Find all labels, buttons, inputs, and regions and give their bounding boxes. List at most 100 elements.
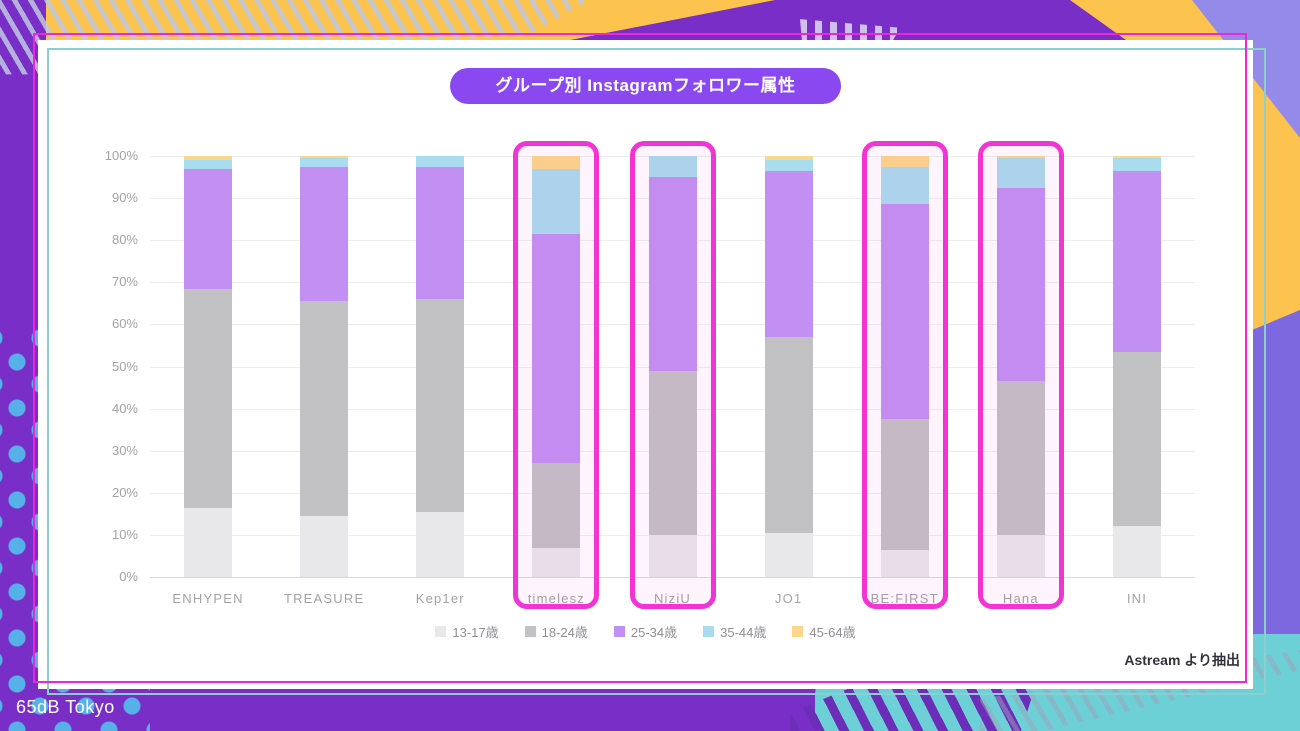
chart-card: グループ別 Instagramフォロワー属性 0% 10% 20% 30% 40% 50%… <box>38 40 1253 689</box>
x-axis-label-NiziU: NiziU <box>653 591 692 606</box>
bar-segment <box>880 549 929 577</box>
bar-Hana <box>996 156 1045 577</box>
legend-item: 25-34歳 <box>613 622 678 641</box>
y-axis-tick-label: 60% <box>111 316 138 332</box>
bar-segment <box>184 156 233 161</box>
bar-segment <box>764 170 813 338</box>
x-axis-label-timelesz: timelesz <box>527 591 586 606</box>
bar-segment <box>880 419 929 550</box>
bar-segment <box>532 463 581 548</box>
brand-label: 65dB Tokyo <box>16 697 115 717</box>
x-axis-label-INI: INI <box>1126 591 1148 606</box>
y-axis-tick-label: 0% <box>119 569 138 584</box>
chart-legend: 13-17歳 18-24歳 25-34歳 35-44歳 45-64歳 <box>38 622 1253 641</box>
x-axis-label-JO1: JO1 <box>774 591 803 606</box>
bar-segment <box>996 187 1045 382</box>
bar-segment <box>416 299 465 512</box>
y-axis-tick-label: 70% <box>111 274 138 290</box>
legend-item: 45-64歳 <box>792 622 856 641</box>
legend-label: 25-34歳 <box>630 625 678 640</box>
bar-segment <box>764 532 813 577</box>
bar-segment <box>532 547 581 577</box>
bar-Kep1er <box>416 156 465 577</box>
bar-segment <box>648 370 697 535</box>
legend-label: 45-64歳 <box>809 625 856 640</box>
bar-segment <box>184 507 233 577</box>
x-axis-label-Hana: Hana <box>1002 591 1039 606</box>
y-axis-tick-label: 100% <box>104 148 138 163</box>
bar-TREASURE <box>300 156 349 577</box>
stacked-bar-chart: 0% 10% 20% 30% 40% 50% 60% 70% 80% 90% 100% ENHYPEN… <box>38 40 1253 689</box>
bar-segment <box>1112 158 1161 171</box>
y-axis-tick-label: 80% <box>111 232 138 248</box>
bar-segment <box>300 166 349 302</box>
bar-segment <box>996 158 1045 188</box>
bar-segment <box>764 337 813 533</box>
bar-segment <box>416 511 465 577</box>
source-note: Astream より抽出 <box>1124 652 1240 668</box>
highlight-box-NiziU <box>629 141 716 609</box>
bar-segment <box>300 158 349 167</box>
highlight-box-timelesz <box>513 141 600 609</box>
bar-segment <box>880 166 929 205</box>
x-axis-label-BE:FIRST: BE:FIRST <box>870 591 939 606</box>
bar-ENHYPEN <box>184 156 233 577</box>
bar-segment <box>184 168 233 289</box>
bar-segment <box>880 204 929 420</box>
legend-item: 18-24歳 <box>524 622 588 641</box>
bar-segment <box>648 534 697 577</box>
bar-segment <box>300 515 349 577</box>
gridline-0 <box>150 577 1195 578</box>
legend-swatch <box>435 626 447 637</box>
bar-segment <box>184 288 233 508</box>
y-axis-tick-label: 20% <box>111 484 138 500</box>
legend-item: 35-44歳 <box>703 622 766 641</box>
bar-BE:FIRST <box>880 156 929 577</box>
bar-timelesz <box>532 156 581 577</box>
highlight-box-Hana <box>977 141 1064 609</box>
bar-segment <box>532 168 581 234</box>
bar-segment <box>880 156 929 167</box>
y-axis-tick-label: 10% <box>111 526 138 542</box>
bar-segment <box>416 166 465 300</box>
legend-label: 18-24歳 <box>541 625 588 640</box>
bar-segment <box>416 156 465 167</box>
y-axis-tick-label: 40% <box>111 400 138 416</box>
equalizer-bars-ornament <box>800 19 900 42</box>
bar-NiziU <box>648 156 697 577</box>
y-axis-tick-label: 90% <box>111 190 138 206</box>
bar-segment <box>764 156 813 161</box>
y-axis-tick-label: 30% <box>111 442 138 458</box>
bar-segment <box>996 156 1045 159</box>
bar-segment <box>532 156 581 169</box>
x-axis-label-Kep1er: Kep1er <box>415 591 465 606</box>
bar-segment <box>1112 526 1161 577</box>
legend-label: 13-17歳 <box>452 625 499 640</box>
bar-segment <box>1112 170 1161 352</box>
highlight-box-BE:FIRST <box>861 141 948 609</box>
bar-segment <box>1112 351 1161 527</box>
bar-segment <box>648 156 697 178</box>
x-axis-label-TREASURE: TREASURE <box>283 591 365 606</box>
bar-segment <box>300 156 349 159</box>
bar-segment <box>184 160 233 169</box>
legend-swatch <box>703 626 715 637</box>
legend-swatch <box>613 626 625 637</box>
legend-item: 13-17歳 <box>435 622 499 641</box>
bar-segment <box>1112 156 1161 159</box>
bar-segment <box>300 301 349 516</box>
bar-segment <box>996 381 1045 535</box>
legend-label: 35-44歳 <box>720 625 767 640</box>
bar-segment <box>996 534 1045 577</box>
x-axis-label-ENHYPEN: ENHYPEN <box>172 591 244 606</box>
legend-swatch <box>792 626 804 637</box>
legend-swatch <box>524 626 536 637</box>
bar-JO1 <box>764 156 813 577</box>
bar-segment <box>764 160 813 171</box>
bar-INI <box>1112 156 1161 577</box>
bar-segment <box>532 233 581 464</box>
bar-segment <box>648 177 697 371</box>
y-axis-tick-label: 50% <box>111 358 138 374</box>
chart-title-pill: グループ別 Instagramフォロワー属性 <box>449 68 842 104</box>
